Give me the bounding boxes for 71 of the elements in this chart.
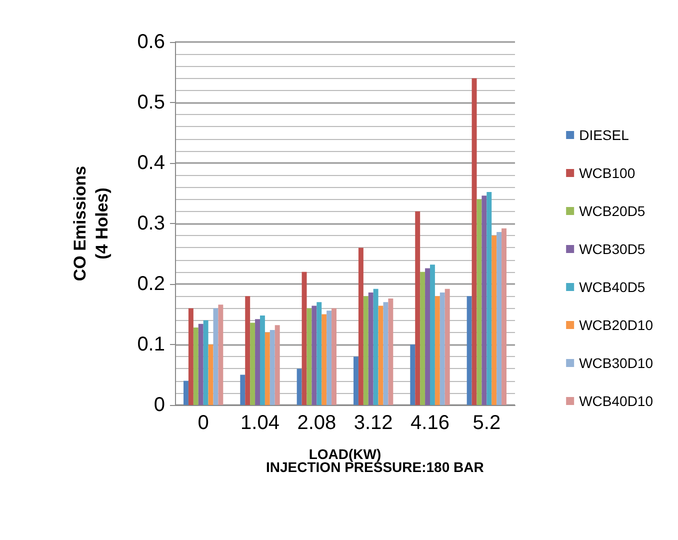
y-tick-label: 0.5 <box>137 92 165 114</box>
y-tick-label: 0.4 <box>137 152 165 174</box>
bar <box>492 236 497 405</box>
x-tick-label: 0 <box>198 412 209 434</box>
x-axis-title: LOAD(KW) <box>308 446 382 462</box>
bar <box>410 344 416 405</box>
bar <box>322 314 327 405</box>
bar <box>326 310 332 405</box>
bar <box>188 308 194 405</box>
bar <box>420 272 426 405</box>
bar <box>184 380 188 405</box>
bar <box>482 196 487 405</box>
bar <box>203 320 208 405</box>
bar <box>208 344 214 405</box>
y-axis-title: CO Emissions (4 Holes) <box>70 166 112 282</box>
bar <box>363 296 368 405</box>
bar <box>440 292 445 405</box>
legend-label: WCB30D10 <box>579 355 654 371</box>
legend-label: WCB20D5 <box>579 203 646 219</box>
bar <box>264 332 270 405</box>
bar <box>466 296 472 405</box>
bar <box>316 302 322 405</box>
legend-label: DIESEL <box>579 127 630 143</box>
legend-label: WCB40D10 <box>579 393 654 409</box>
bar <box>354 356 358 405</box>
bar <box>472 78 477 405</box>
bar <box>255 319 260 405</box>
bar <box>213 308 218 405</box>
bar <box>502 228 506 405</box>
bar <box>332 308 336 405</box>
x-tick-label: 2.08 <box>297 412 336 434</box>
legend-label: WCB20D10 <box>579 317 654 333</box>
y-tick-label: 0 <box>154 394 165 416</box>
bar <box>368 292 374 405</box>
bar <box>193 328 198 405</box>
bar <box>250 322 256 405</box>
bar <box>312 306 317 405</box>
bar <box>388 298 394 405</box>
y-tick-label: 0.6 <box>137 31 165 53</box>
bar <box>218 304 224 405</box>
bar <box>260 315 265 405</box>
y-tick-label: 0.2 <box>137 273 165 295</box>
legend-label: WCB40D5 <box>579 279 646 295</box>
x-tick-label: 3.12 <box>354 412 393 434</box>
bar <box>358 248 364 405</box>
bar <box>198 324 204 405</box>
bar <box>270 330 275 405</box>
bar <box>476 199 482 405</box>
x-tick-label: 1.04 <box>240 412 280 434</box>
bar <box>383 302 388 405</box>
bar <box>415 211 420 405</box>
bar <box>274 325 280 405</box>
bar <box>302 272 307 405</box>
bar <box>486 192 492 405</box>
bar <box>378 306 384 405</box>
bar <box>240 374 246 405</box>
legend-label: WCB100 <box>579 165 636 181</box>
bar <box>430 264 435 405</box>
bar <box>245 296 250 405</box>
y-tick-label: 0.1 <box>137 334 165 356</box>
legend-label: WCB30D5 <box>579 241 646 257</box>
x-tick-label: 5.2 <box>472 412 501 434</box>
bar <box>373 288 378 405</box>
bar <box>496 232 502 405</box>
x-tick-label: 4.16 <box>410 412 450 434</box>
bar <box>306 308 312 405</box>
bar <box>434 296 440 405</box>
bar <box>296 368 302 405</box>
y-tick-label: 0.3 <box>137 212 165 234</box>
bar <box>425 268 430 405</box>
bar <box>444 288 450 405</box>
